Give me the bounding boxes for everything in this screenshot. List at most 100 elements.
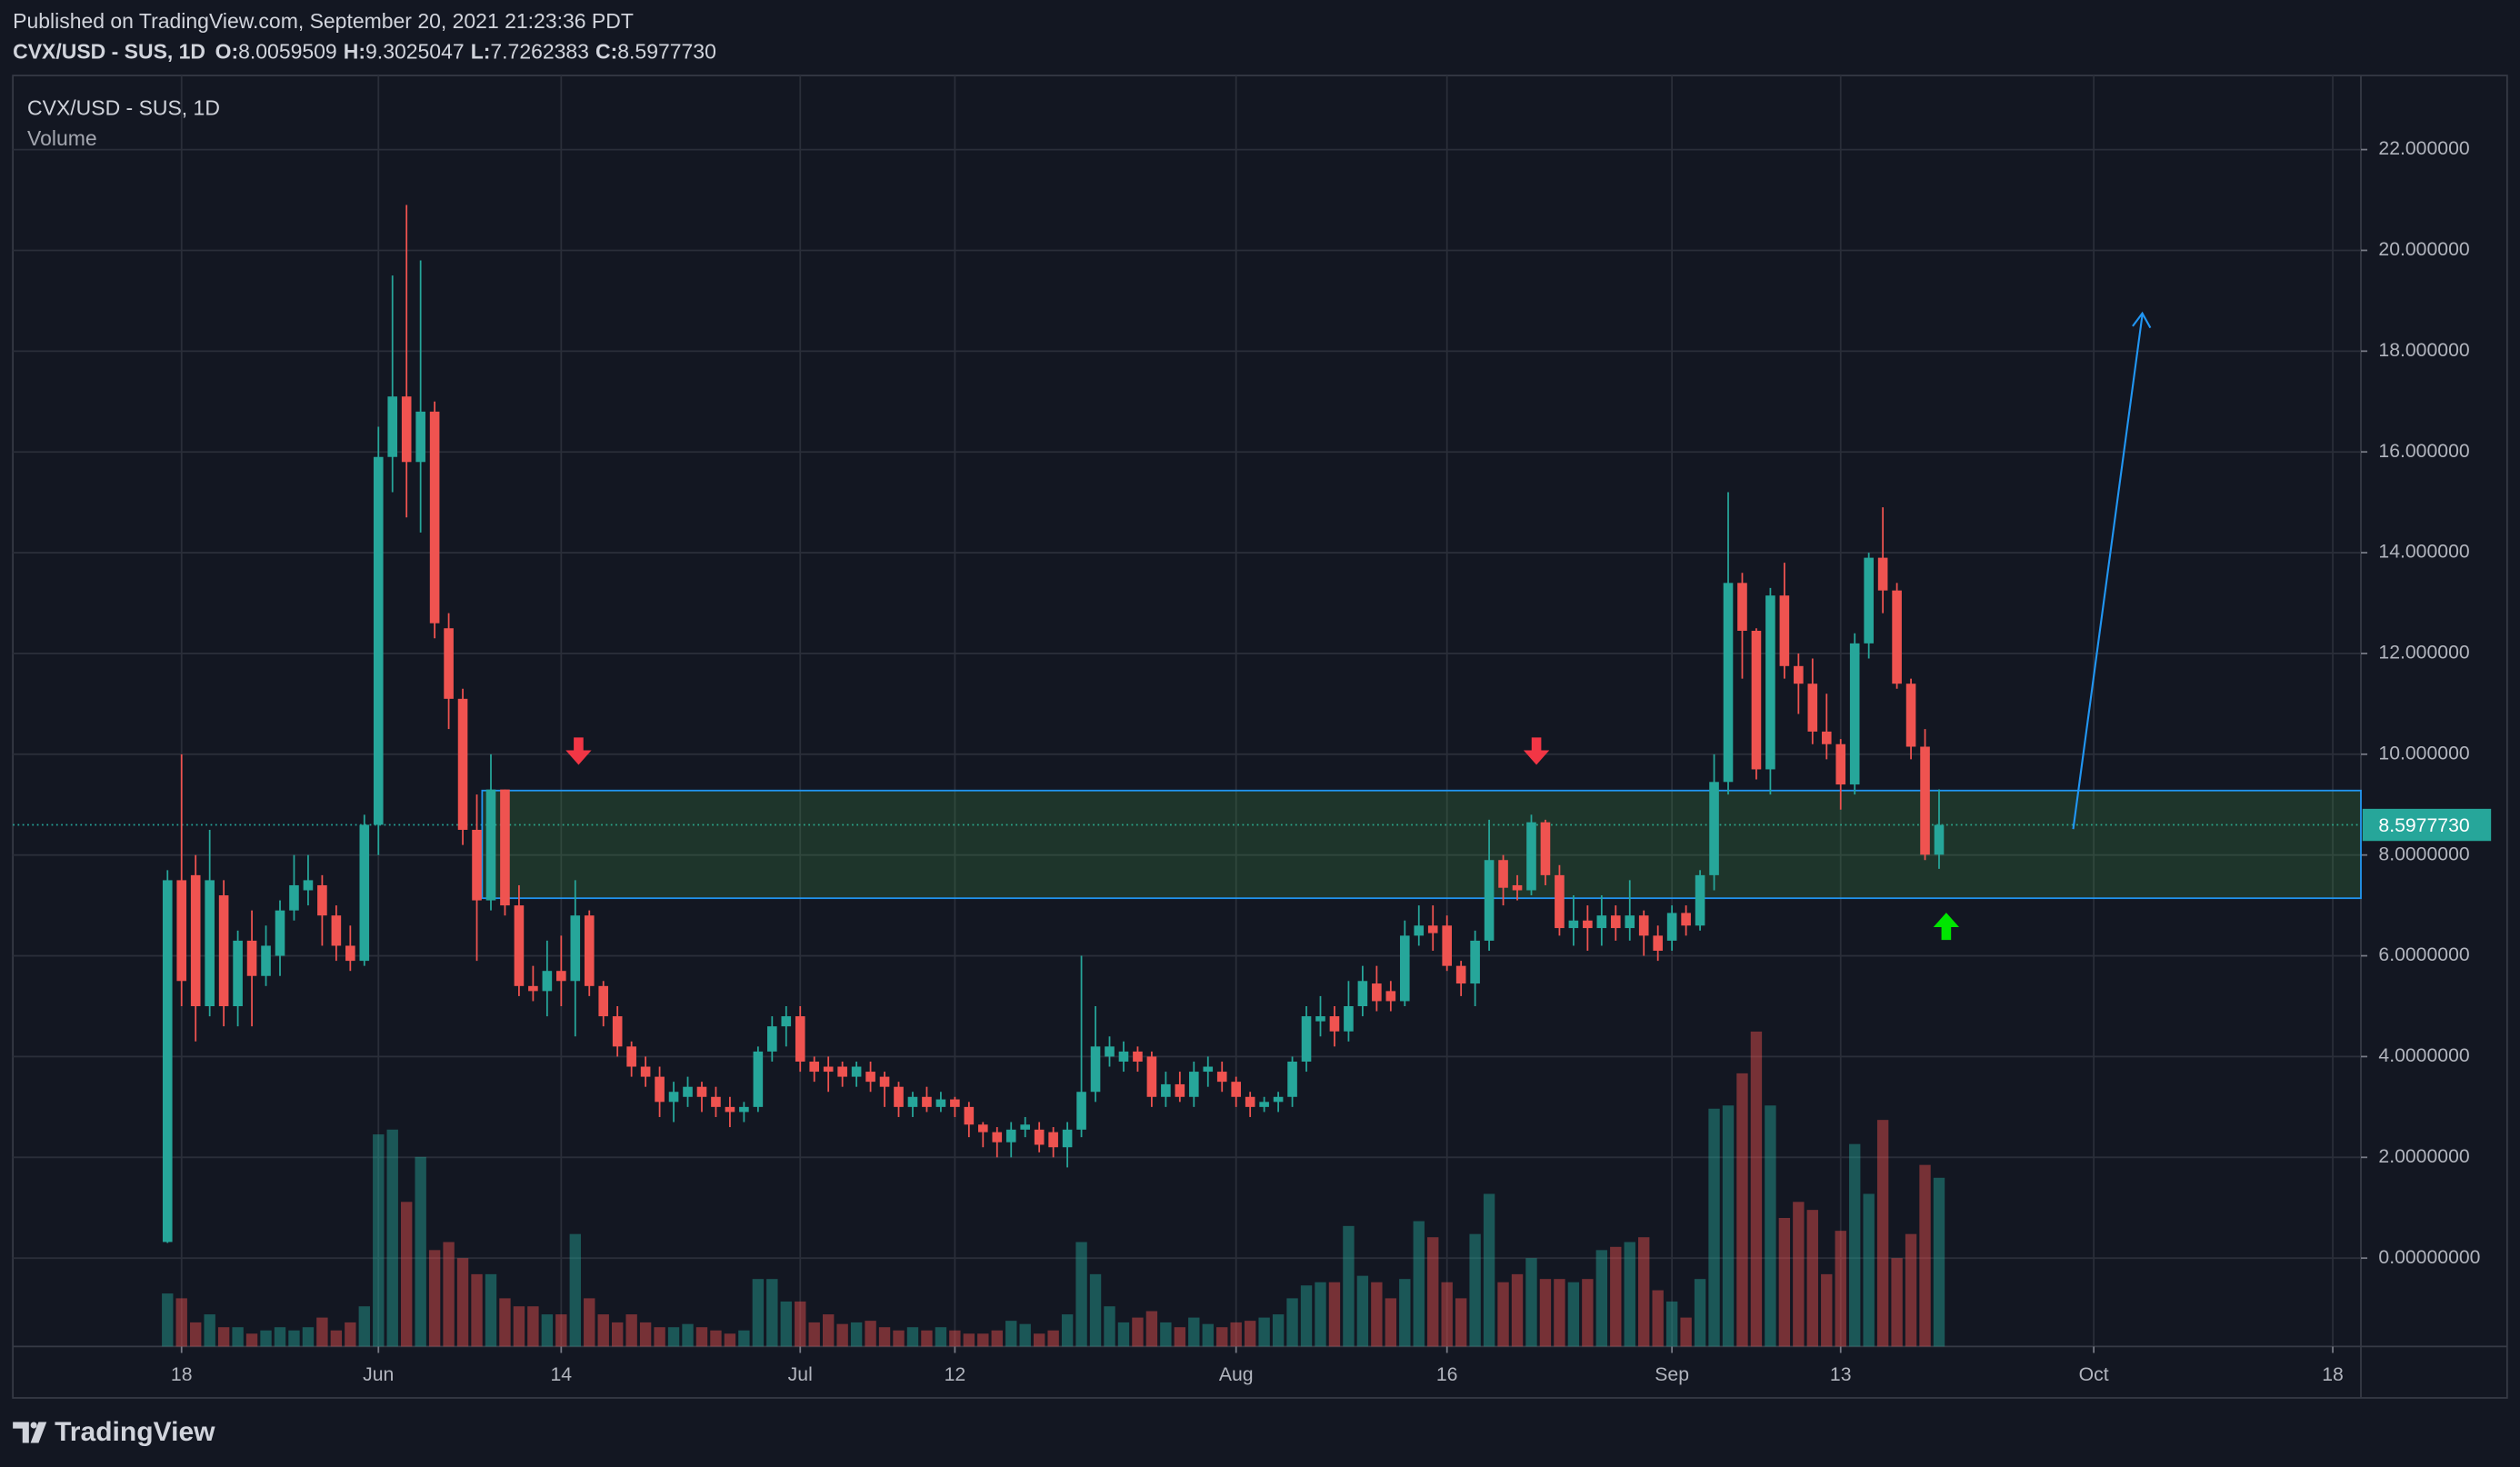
legend-value: 9.3025047 [365,39,465,63]
volume-bar [415,1156,426,1347]
volume-bar [1582,1279,1594,1347]
candle-body [1695,874,1705,926]
candle-body [1357,981,1368,1006]
candle-body [1681,913,1691,926]
candle-body [1920,746,1930,855]
candle-body [837,1066,847,1077]
volume-bar [555,1314,567,1347]
candle-body [528,985,538,992]
logo-mark [30,1422,47,1443]
volume-bar [1863,1193,1875,1347]
volume-bar [1483,1193,1495,1347]
candle-body [683,1086,693,1097]
candle-body [1344,1005,1354,1032]
volume-bar [1652,1290,1664,1347]
volume-bar [1793,1202,1805,1347]
volume-bar [1638,1237,1650,1347]
candle-body [1161,1083,1171,1097]
volume-bar [1876,1120,1889,1347]
candle-body [359,824,370,962]
candle-body [1568,920,1579,929]
down-arrow [565,737,592,765]
candle-body [879,1076,890,1087]
volume-bar [695,1327,708,1347]
candle-body [865,1072,875,1083]
projection-arrowhead [2132,311,2152,329]
candle-body [696,1086,707,1097]
candle-body [345,945,355,962]
candle-body [781,1016,792,1027]
candle-body [1385,991,1396,1002]
volume-bar [949,1330,961,1347]
candle-body [1526,822,1536,891]
volume-bar [1624,1242,1635,1347]
candle-body [1372,983,1382,1002]
candle-body [1231,1082,1241,1097]
candle-body [1414,925,1425,936]
candle-body [162,880,173,1242]
support-zone [481,789,2362,900]
volume-bar [1497,1282,1509,1347]
down-arrow [1523,737,1550,765]
volume-bar [935,1327,947,1347]
candle-body [1034,1129,1045,1145]
candle-body [809,1061,820,1073]
candle-body [1638,915,1649,936]
legend-value: 7.7262383 [490,39,589,63]
candle-body [401,396,412,463]
volume-bar [1160,1322,1172,1347]
candle-body [205,880,215,1006]
candle-body [387,396,398,457]
candle-body [1751,630,1762,770]
candle-body [1794,665,1804,684]
candle-body [711,1096,721,1107]
candle-body [1175,1083,1185,1097]
y-tick-label: 2.0000000 [2378,1146,2469,1167]
volume-bar [302,1327,315,1347]
candle-body [1245,1096,1255,1107]
legend-value: 8.5977730 [617,39,716,63]
volume-bar [1539,1279,1552,1347]
candle-body [1203,1066,1214,1073]
y-tick-label: 20.000000 [2378,239,2469,260]
volume-bar [1567,1282,1580,1347]
projection-line [2072,314,2144,830]
candle-body [246,940,257,976]
volume-bar [822,1314,835,1347]
candle-body [218,895,229,1006]
candle-body [1442,925,1452,966]
candle-body [894,1086,904,1107]
volume-bar [1441,1282,1453,1347]
volume-bar [1033,1333,1045,1347]
volume-bar [625,1314,637,1347]
candle-body [753,1051,764,1107]
volume-bar [1047,1330,1059,1347]
candle-body [1864,557,1874,644]
volume-bar [1750,1031,1763,1347]
volume-bar [288,1330,300,1347]
candle-body [1666,913,1677,941]
candle-body [1188,1072,1199,1097]
candle-body [626,1046,636,1067]
volume-bar [1145,1311,1158,1347]
volume-bar [1258,1317,1270,1347]
volume-bar [1061,1314,1074,1347]
x-tick-label: Jun [363,1364,394,1385]
candle-body [598,985,609,1017]
volume-bar [274,1327,286,1347]
volume-bar [1230,1322,1242,1347]
candle-body [1498,860,1508,888]
volume-bar [1680,1317,1692,1347]
candle-body [190,874,201,1006]
volume-bar [345,1322,356,1347]
volume-bar [330,1330,343,1347]
volume-bar [1525,1258,1537,1347]
y-tick-label: 12.000000 [2378,643,2469,664]
candle-body [851,1066,862,1077]
volume-bar [1708,1108,1720,1347]
volume-bar [1905,1233,1917,1347]
ohlc-legend: CVX/USD - SUS, 1D O:8.0059509 H:9.3025047 L… [13,39,716,63]
volume-bar [766,1279,778,1347]
candle-body [415,411,425,463]
